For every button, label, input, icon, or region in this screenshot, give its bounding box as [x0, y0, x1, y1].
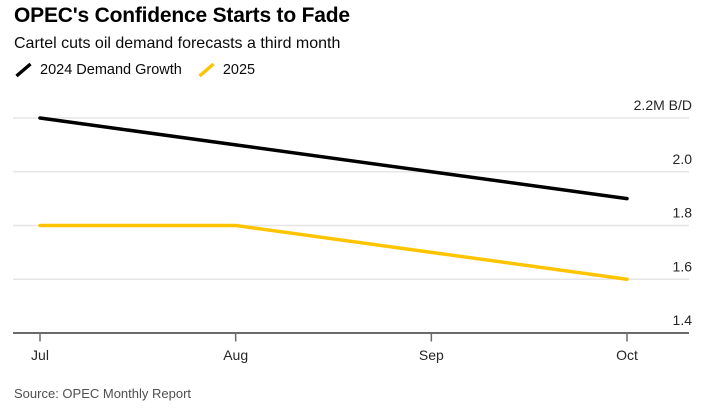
line-swatch-icon — [198, 62, 215, 78]
x-tick-label: Oct — [616, 347, 638, 363]
x-tick-label: Jul — [31, 347, 49, 363]
series-line-2024-demand-growth — [38, 116, 629, 201]
x-tick-label: Sep — [419, 347, 444, 363]
chart-legend: 2024 Demand Growth 2025 — [14, 61, 255, 79]
page-title: OPEC's Confidence Starts to Fade — [14, 4, 350, 27]
line-swatch-icon — [15, 62, 32, 78]
y-tick-label: 1.4 — [673, 312, 693, 328]
y-tick-label: 1.6 — [673, 258, 693, 274]
legend-label: 2025 — [222, 62, 256, 78]
legend-label: 2024 Demand Growth — [40, 62, 182, 78]
legend-item-2024-demand-growth: 2024 Demand Growth — [14, 61, 182, 79]
chart-svg: 2.2M B/D 2.0 1.8 1.6 1.4 Jul Aug Sep Oct — [13, 97, 693, 363]
legend-item-2025: 2025 — [197, 61, 255, 79]
x-tick-label: Aug — [223, 347, 248, 363]
chart-subtitle: Cartel cuts oil demand forecasts a third… — [14, 35, 341, 52]
y-tick-label: 2.2M B/D — [634, 97, 692, 113]
y-tick-label: 2.0 — [673, 151, 693, 167]
source-note: Source: OPEC Monthly Report — [14, 386, 192, 401]
series-line-2025 — [38, 223, 629, 281]
y-tick-label: 1.8 — [673, 205, 693, 221]
